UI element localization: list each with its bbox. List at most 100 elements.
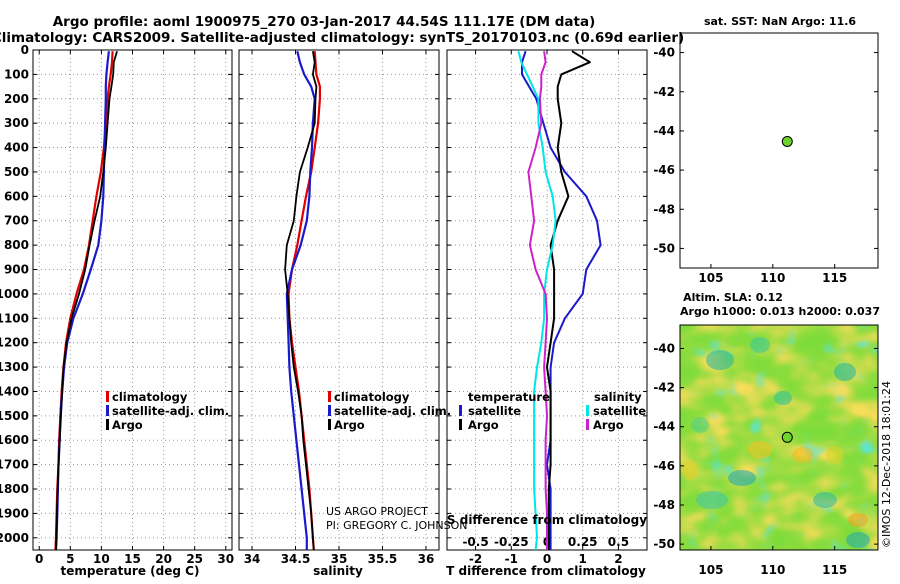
pressure-tick-label: 400 [4,141,29,155]
pressure-tick-label: 1500 [0,409,29,423]
legend3-s-argo-label: Argo [593,418,624,432]
legend3-s-argo-swatch [586,419,589,430]
pressure-tick-label: 700 [4,214,29,228]
temperature-xlabel: temperature (deg C) [61,564,200,578]
pressure-tick-label: 1700 [0,458,29,472]
sdiff-tick-label: 0.25 [568,535,598,549]
credit-project: US ARGO PROJECT [326,505,428,518]
legend-satellite-label: satellite-adj. clim. [112,404,229,418]
legend-argo-swatch [106,419,109,430]
pressure-tick-label: 1300 [0,360,29,374]
sst-lat-label: -46 [653,163,675,177]
legend3-temperature-heading: temperature [468,390,550,404]
sst-lat-label: -44 [653,124,675,138]
sst-lat-label: -50 [653,241,675,255]
salinity-satellite-line [285,50,316,550]
sla-eddy [813,492,837,508]
pressure-tick-label: 800 [4,238,29,252]
pressure-tick-label: 900 [4,263,29,277]
salinity-tick-label: 35.5 [368,552,398,566]
pressure-tick-label: 600 [4,189,29,203]
sst-lon-label: 115 [822,271,847,285]
sla-lat-label: -48 [653,498,675,512]
sla-lat-label: -40 [653,341,675,355]
sla-eddy [774,391,792,405]
legend3-s-satellite-label: satellite [593,404,646,418]
salinity-tick-label: 34.5 [281,552,311,566]
sla-eddy [834,363,856,381]
salinity-tick-label: 35 [331,552,348,566]
pressure-tick-label: 1900 [0,506,29,520]
pressure-tick-label: 200 [4,92,29,106]
tdiff-argo-line [546,50,591,550]
temp-tick-label: 0 [35,552,43,566]
tdiff-tick-label: 1 [579,552,587,566]
sdiff-tick-label: 0.5 [608,535,629,549]
sdiff-tick-label: -0.25 [494,535,529,549]
sst-lat-label: -48 [653,202,675,216]
legend2-argo-swatch [328,419,331,430]
legend-satellite-swatch [106,405,109,416]
sla-argo-location [781,431,793,443]
sst-lon-label: 105 [698,271,723,285]
sla-eddy [792,447,814,463]
legend3-salinity-heading: salinity [594,390,642,404]
legend2-satellite-label: satellite-adj. clim. [334,404,451,418]
pressure-tick-label: 0 [21,43,29,57]
pressure-tick-label: 1400 [0,384,29,398]
sla-lon-label: 110 [760,563,785,577]
sla-eddy [750,337,770,353]
sst-lon-label: 110 [760,271,785,285]
temperature-argo-line [55,50,118,551]
title-line1: Argo profile: aoml 1900975_270 03-Jan-20… [53,14,596,30]
tdiff-xlabel: T difference from climatology [446,564,646,578]
temp-tick-label: 25 [186,552,203,566]
sst-lat-label: -40 [653,46,675,60]
legend3-t-argo-label: Argo [468,418,499,432]
pressure-tick-label: 300 [4,116,29,130]
difference-panel: -2 -1 0 1 2-0.5 -0.25 0 0.25 0.5 [446,49,648,566]
tdiff-tick-label: -2 [469,552,482,566]
legend2-satellite-swatch [328,405,331,416]
sst-argo-location [781,135,793,147]
tdiff-tick-label: 0 [543,552,551,566]
pressure-tick-label: 1800 [0,482,29,496]
sla-lat-label: -50 [653,537,675,551]
sla-eddy [706,350,734,370]
sla-eddies [682,337,870,548]
salinity-xlabel: salinity [313,564,363,578]
title-line2: Climatology: CARS2009. Satellite-adjuste… [0,30,684,46]
pressure-tick-label: 1100 [0,311,29,325]
sla-eddy [846,532,870,548]
sla-lat-label: -44 [653,420,675,434]
tdiff-satellite-line [521,50,602,550]
sst-map-title: sat. SST: NaN Argo: 11.6 [704,15,856,28]
pressure-tick-label: 100 [4,67,29,81]
sla-lon-label: 115 [822,563,847,577]
sst-lat-label: -42 [653,85,675,99]
sla-eddy [748,441,772,459]
salinity-argo-line [284,51,318,551]
sla-map-title2: Argo h1000: 0.013 h2000: 0.037 [680,305,880,318]
legend3-t-satellite-label: satellite [468,404,521,418]
legend2-climatology-label: climatology [334,390,410,404]
temp-tick-label: 10 [93,552,110,566]
legend-climatology-swatch [106,391,109,402]
salinity-panel: 34 34.5 35 35.5 36 [238,49,440,566]
sla-lon-label: 105 [698,563,723,577]
legend-argo-label: Argo [112,418,143,432]
temp-tick-label: 30 [217,552,234,566]
sdiff-xlabel: S difference from climatology [447,513,647,527]
salinity-tick-label: 36 [418,552,435,566]
legend-climatology-label: climatology [112,390,188,404]
legend2-climatology-swatch [328,391,331,402]
legend-salinity: climatology satellite-adj. clim. Argo [328,390,451,432]
sla-lat-label: -46 [653,459,675,473]
pressure-tick-label: 2000 [0,531,29,545]
legend3-t-argo-swatch [459,419,462,430]
sla-eddy [682,460,698,480]
salinity-climatology-line [287,51,321,551]
pressure-tick-label: 1000 [0,287,29,301]
salinity-tick-label: 34 [244,552,261,566]
sla-eddy [691,417,709,433]
